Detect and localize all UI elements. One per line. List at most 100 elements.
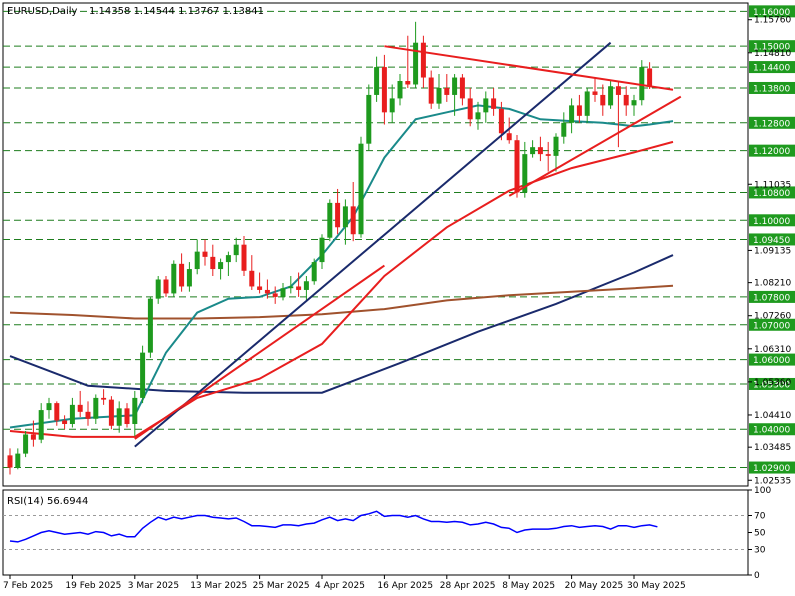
candle-body (420, 42, 426, 78)
candle-body (85, 411, 91, 419)
level-label: 1.06000 (753, 356, 790, 366)
rsi-tick-label: 0 (754, 571, 760, 581)
price-tick-label: 1.15760 (754, 16, 791, 26)
price-tick-label: 1.11035 (754, 180, 791, 190)
level-box (749, 144, 795, 157)
candle-body (592, 91, 598, 95)
candle-body (46, 403, 52, 411)
date-tick-label: 28 Apr 2025 (440, 581, 496, 591)
candle-body (54, 403, 60, 421)
candle-body (155, 279, 161, 299)
rsi-label: RSI(14) 56.6944 (7, 496, 88, 507)
candle-body (600, 94, 606, 106)
date-tick-label: 8 May 2025 (502, 581, 555, 591)
level-label: 1.15000 (753, 43, 790, 53)
level-label: 1.05300 (753, 380, 790, 390)
candle-body (475, 112, 481, 120)
candle-body (7, 455, 13, 468)
candle-body (186, 269, 192, 287)
level-box (749, 116, 795, 129)
candle-body (241, 244, 247, 271)
candle-body (584, 91, 590, 116)
candle-body (569, 105, 575, 123)
candle-body (498, 108, 504, 134)
candle-body (62, 420, 68, 425)
candle-body (218, 262, 224, 270)
candle-body (38, 410, 44, 440)
level-label: 1.12800 (753, 119, 790, 129)
moving-averages (9, 104, 674, 438)
rsi-axis: 100 70 50 30 0 (748, 486, 771, 581)
moving-average-line (9, 254, 674, 394)
level-label: 1.14400 (753, 64, 790, 74)
rsi-line (9, 510, 658, 543)
level-box (749, 233, 795, 246)
candle-body (179, 263, 185, 287)
level-box (749, 5, 795, 18)
candle-body (171, 263, 177, 294)
candle-body (69, 404, 75, 425)
trendlines (134, 41, 682, 448)
candle-body (537, 147, 543, 155)
level-box (749, 423, 795, 436)
candle-body (615, 86, 621, 95)
price-tick-label: 1.06310 (754, 345, 791, 355)
price-tick-label: 1.14810 (754, 49, 791, 59)
candle-body (647, 68, 653, 87)
candle-body (210, 256, 216, 270)
candle-body (194, 251, 200, 270)
rsi-tick-label: 30 (754, 546, 766, 556)
price-tick-label: 1.07260 (754, 312, 791, 322)
level-box (749, 214, 795, 227)
level-box (749, 40, 795, 53)
candle-body (342, 206, 348, 228)
moving-average-line (9, 104, 674, 429)
candle-body (350, 206, 356, 235)
candle-body (530, 147, 536, 155)
date-tick-label: 30 May 2025 (627, 581, 686, 591)
candle-body (335, 202, 341, 228)
candle-body (491, 98, 497, 109)
candle-body (132, 397, 138, 425)
level-label: 1.10800 (753, 189, 790, 199)
date-tick-label: 25 Mar 2025 (253, 581, 310, 591)
candle-body (257, 286, 263, 290)
candle-body (202, 251, 208, 257)
candle-body (366, 94, 372, 144)
candle-body (405, 81, 411, 85)
level-label: 1.04000 (753, 426, 790, 436)
candle-body (272, 293, 278, 297)
date-tick-label: 20 May 2025 (565, 581, 624, 591)
candle-body (108, 399, 114, 426)
candle-body (452, 77, 458, 95)
candle-body (389, 98, 395, 113)
candle-body (163, 279, 169, 294)
price-tick-label: 1.05360 (754, 378, 791, 388)
trendline (384, 45, 674, 91)
candle-body (311, 262, 317, 282)
price-tick-label: 1.04410 (754, 411, 791, 421)
candle-body (303, 281, 309, 290)
trendline (134, 264, 385, 440)
level-box (749, 377, 795, 390)
header-ohlc: 1.14358 1.14544 1.13767 1.13841 (89, 6, 264, 17)
level-box (749, 290, 795, 303)
moving-average-line (9, 284, 674, 320)
candle-body (30, 434, 36, 440)
level-label: 1.10000 (753, 217, 790, 227)
rsi-panel: RSI(14) 56.6944 (2, 489, 749, 576)
rsi-tick-label: 100 (754, 486, 771, 496)
candle-body (545, 154, 551, 156)
trendline (508, 95, 682, 197)
header-symbol: EURUSD,Daily (7, 6, 78, 17)
candle-body (358, 143, 364, 235)
candle-body (381, 67, 387, 113)
rsi-levels (3, 515, 748, 550)
candle-body (506, 133, 512, 141)
level-label: 1.07000 (753, 321, 790, 331)
rsi-panel-frame (2, 489, 749, 576)
level-label: 1.09450 (753, 236, 790, 246)
date-tick-label: 7 Feb 2025 (3, 581, 53, 591)
trendline (134, 41, 612, 448)
